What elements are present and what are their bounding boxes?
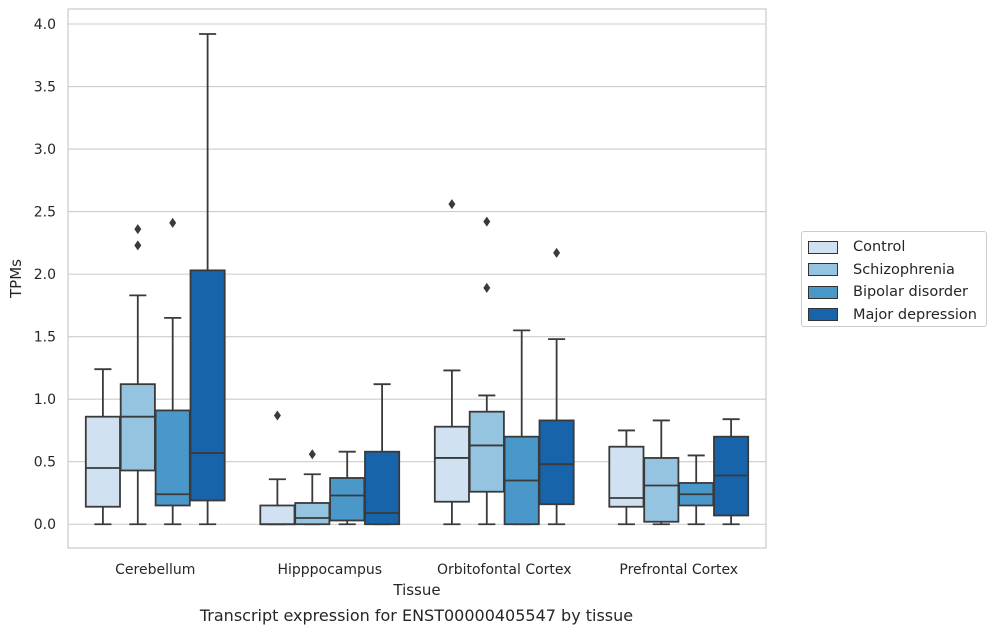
box [608,445,645,508]
legend-label: Schizophrenia [853,261,955,278]
box [294,502,331,526]
y-tick-label: 2.5 [34,205,56,221]
legend-label: Major depression [853,306,977,323]
x-tick-label: Hipppocampus [277,562,382,578]
legend-item: Bipolar disorder [808,281,986,304]
legend-item: Major depression [808,304,986,327]
y-tick-label: 1.5 [34,330,56,346]
box [119,383,156,472]
x-axis-label: Tissue [392,581,440,599]
box [329,477,366,522]
legend-label: Bipolar disorder [853,284,968,301]
box [259,504,296,526]
box-group [538,247,575,526]
box-group [294,449,331,526]
outlier-marker [308,449,316,460]
y-axis-label: TPMs [7,259,25,299]
box-group [84,368,121,526]
chart-caption: Transcript expression for ENST0000040554… [199,606,634,625]
y-tick-label: 3.5 [34,80,56,96]
y-tick-label: 0.5 [34,455,56,471]
box-group [259,410,296,526]
boxes [84,33,750,526]
outlier-marker [134,240,142,251]
box-group [713,418,750,526]
outlier-marker [134,224,142,235]
outlier-marker [169,217,177,228]
box-group [329,450,366,526]
legend-swatch [808,285,838,299]
y-tick-label: 4.0 [34,17,56,33]
x-tick-label: Prefrontal Cortex [619,562,738,578]
y-tick-label: 1.0 [34,392,56,408]
box-group [468,216,505,526]
box-group [678,454,715,526]
box-group [643,419,680,526]
y-tick-label: 2.0 [34,267,56,283]
box [538,419,575,506]
box-group [154,217,191,526]
outlier-marker [483,216,491,227]
box-group [189,33,226,526]
box [643,457,680,523]
outlier-marker [553,247,561,258]
x-tick-label: Orbitofontal Cortex [437,562,572,578]
y-tick-label: 3.0 [34,142,56,158]
box-group [503,329,540,526]
plot-frame [67,8,767,549]
x-tick-labels: Cerebellum Hipppocampus Orbitofontal Corte… [115,562,738,578]
outlier-marker [448,199,456,210]
legend-item: Control [808,236,986,259]
x-tick-label: Cerebellum [115,562,195,578]
legend-label: Control [853,239,906,256]
legend-swatch [808,263,838,277]
box-group [433,199,470,526]
outlier-marker [483,282,491,293]
legend: Control Schizophrenia Bipolar disorder M… [801,231,987,327]
box [189,269,226,502]
legend-swatch [808,240,838,254]
outlier-marker [273,410,281,421]
box-group [119,224,156,526]
box [433,425,470,503]
y-tick-labels: 0.0 0.5 1.0 1.5 2.0 2.5 3.0 3.5 4.0 [34,17,56,533]
box [468,410,505,493]
legend-swatch [808,308,838,322]
box-group [364,383,401,526]
box [84,415,121,508]
legend-item: Schizophrenia [808,259,986,282]
box [154,409,191,507]
y-tick-label: 0.0 [34,517,56,533]
box-group [608,429,645,526]
